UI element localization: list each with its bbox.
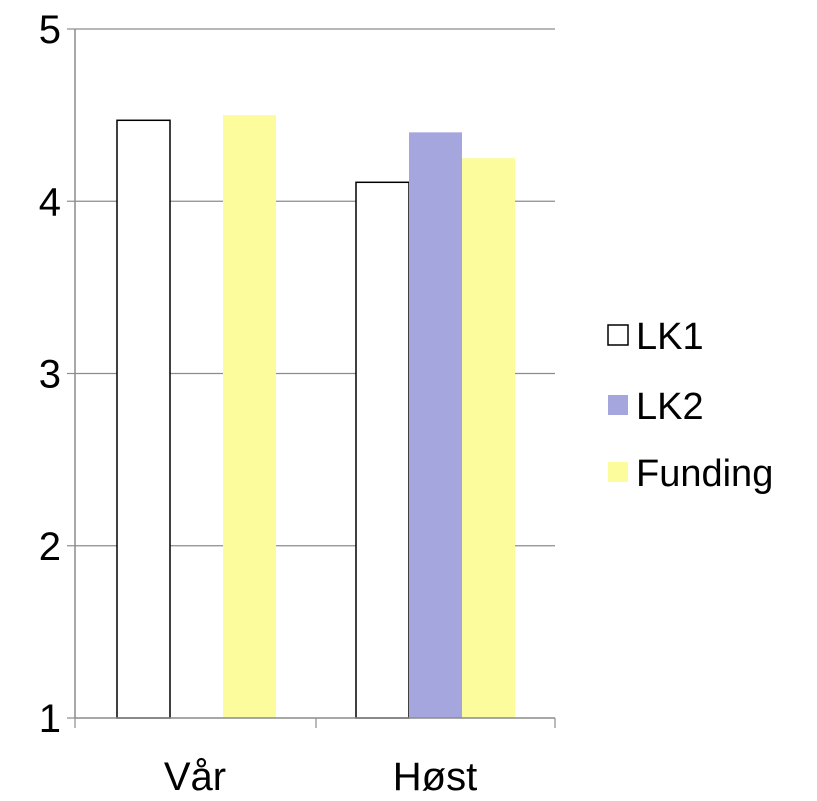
- axes: [67, 28, 556, 728]
- bar-funding-1: [462, 158, 515, 718]
- x-category-labels: Vår Høst: [164, 755, 477, 799]
- legend-label-lk1: LK1: [636, 316, 704, 358]
- legend-swatch-funding: [608, 462, 628, 482]
- y-tick-label: 2: [39, 525, 61, 569]
- bar-lk1-0: [116, 119, 171, 719]
- bar-lk1-1: [355, 181, 410, 719]
- y-tick-label: 3: [39, 353, 61, 397]
- bar-funding-0: [223, 115, 276, 718]
- y-tick-label: 4: [39, 180, 61, 224]
- legend-swatch-lk1: [607, 324, 629, 346]
- bars: [116, 115, 515, 719]
- legend-label-lk2: LK2: [636, 386, 704, 428]
- legend-label-funding: Funding: [636, 453, 773, 495]
- y-tick-label: 1: [39, 697, 61, 741]
- legend: LK1 LK2 Funding: [607, 316, 773, 495]
- bar-lk2-1: [409, 132, 462, 719]
- x-category-label: Høst: [393, 755, 477, 796]
- legend-swatch-lk2: [608, 395, 628, 415]
- y-tick-label: 5: [39, 8, 61, 52]
- y-tick-labels: 1 2 3 4 5: [39, 8, 61, 741]
- x-category-label: Vår: [164, 755, 226, 796]
